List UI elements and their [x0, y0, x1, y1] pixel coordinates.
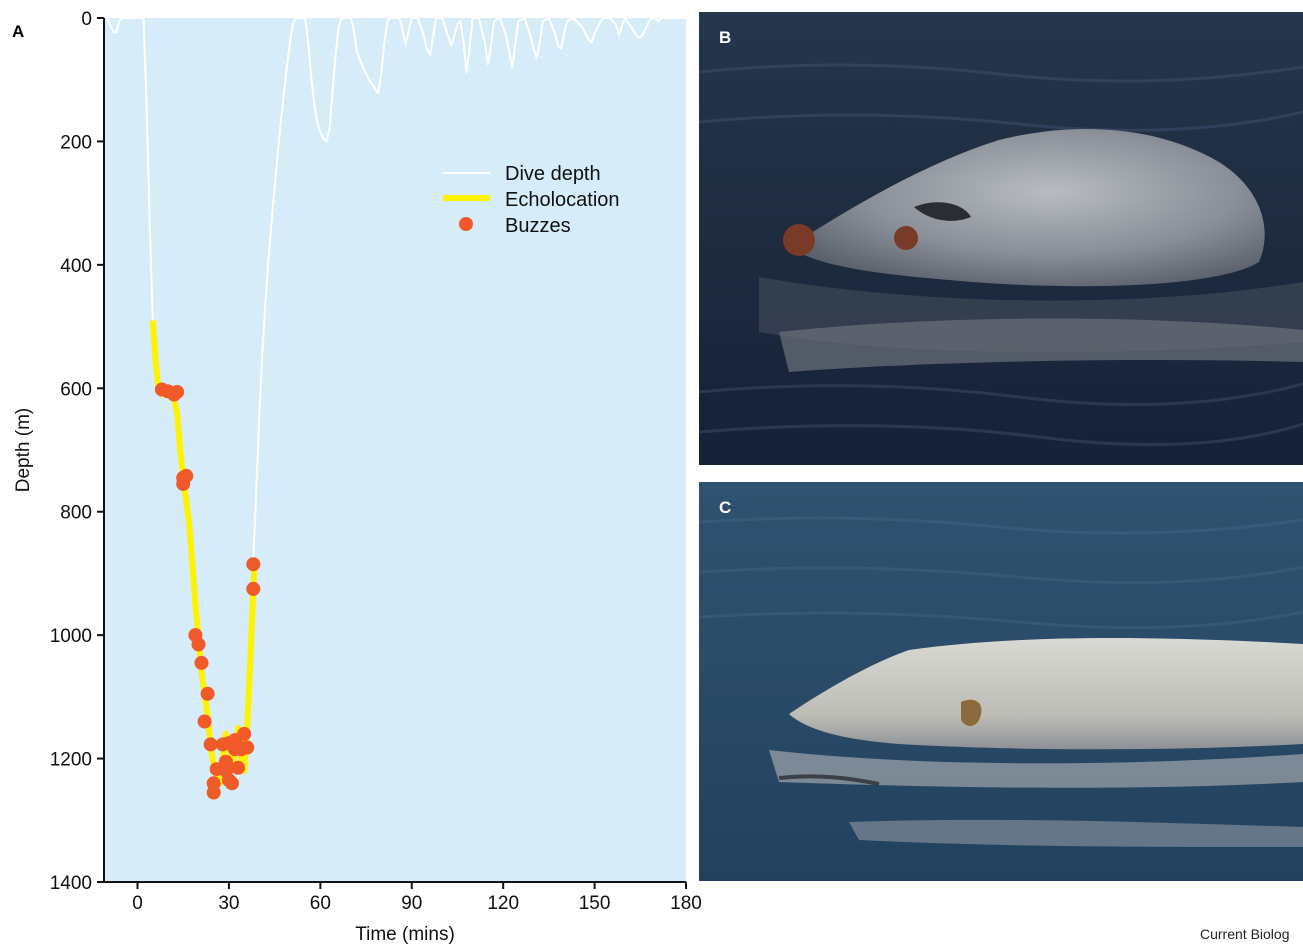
x-tick-label-5: 150: [579, 893, 611, 914]
buzz-point-29: [246, 581, 261, 596]
buzz-point-8: [191, 637, 206, 652]
buzz-point-30: [246, 557, 261, 572]
buzz-point-12: [203, 737, 218, 752]
x-tick-label-0: 0: [132, 893, 143, 914]
y-tick-label-3: 600: [60, 379, 92, 400]
buzz-point-11: [200, 686, 215, 701]
y-axis-title: Depth (m): [13, 408, 34, 492]
whale-head-photo-icon: [699, 482, 1303, 881]
plot-area: [104, 18, 686, 882]
y-tick-label-1: 200: [60, 132, 92, 153]
x-tick-label-1: 30: [218, 893, 239, 914]
buzz-point-21: [225, 776, 239, 791]
legend-swatch-buzzes: [459, 217, 473, 231]
x-tick-label-6: 180: [670, 893, 702, 914]
panel-c-letter: C: [719, 498, 732, 517]
y-tick-label-7: 1400: [50, 873, 92, 894]
photo-panel-c: C: [699, 482, 1303, 881]
y-tick-label-4: 800: [60, 503, 92, 524]
legend-label-echolocation: Echolocation: [505, 189, 620, 211]
buzz-point-10: [197, 714, 212, 729]
buzz-point-9: [194, 655, 209, 670]
y-tick-label-0: 0: [81, 9, 92, 30]
panel-b-letter: B: [719, 28, 732, 47]
buzz-point-24: [231, 760, 246, 775]
axes-layer: 0 200 400 600 800 1000 1200 1400 0 30 60 90 120 150 18…: [50, 9, 702, 914]
y-tick-label-5: 1000: [50, 626, 92, 647]
legend: Dive depth Echolocation Buzzes: [443, 163, 620, 237]
x-tick-label-3: 90: [401, 893, 422, 914]
series-layer: [106, 17, 686, 800]
x-tick-label-2: 60: [310, 893, 331, 914]
buzz-point-28: [240, 740, 255, 755]
legend-label-buzzes: Buzzes: [505, 215, 571, 237]
y-tick-label-6: 1200: [50, 750, 92, 771]
buzz-point-14: [206, 785, 221, 800]
journal-credit: Current Biolog: [1200, 926, 1290, 942]
x-tick-label-4: 120: [487, 893, 519, 914]
whale-head-photo-icon: [699, 12, 1303, 465]
photo-panel-b: B: [699, 12, 1303, 465]
legend-label-dive-depth: Dive depth: [505, 163, 601, 185]
buzz-point-6: [179, 468, 194, 483]
buzz-point-3: [170, 385, 185, 399]
x-axis-title: Time (mins): [355, 924, 455, 945]
panel-a-letter: A: [12, 22, 24, 41]
y-tick-label-2: 400: [60, 256, 92, 277]
buzz-point-27: [237, 726, 252, 741]
